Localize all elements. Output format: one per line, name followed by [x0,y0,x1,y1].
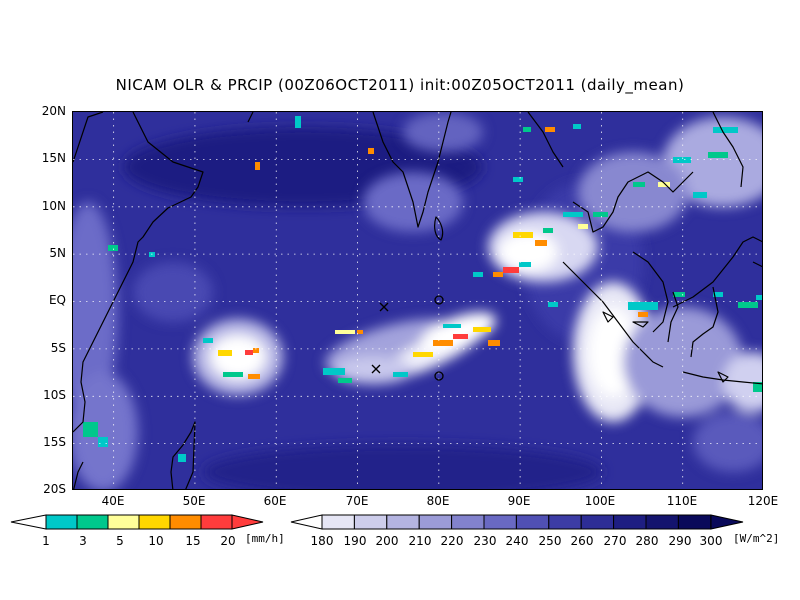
precip-swatch-5 [200,514,233,530]
olr-swatch-0 [321,514,355,530]
lon-label-120e: 120E [747,494,779,508]
map-panel [72,111,763,490]
olr-tick-180: 180 [310,534,334,548]
olr-tick-250: 250 [538,534,562,548]
olr-tick-280: 280 [635,534,659,548]
lat-label-15n: 15N [41,151,66,165]
olr-tick-190: 190 [343,534,367,548]
precip-tick-20: 20 [220,534,236,548]
lat-label-eq: EQ [48,293,66,307]
lat-label-5n: 5N [49,246,66,260]
olr-tick-300: 300 [699,534,723,548]
olr-tick-240: 240 [505,534,529,548]
precip-swatch-4 [169,514,202,530]
lon-label-50e: 50E [182,494,206,508]
precip-tick-10: 10 [148,534,164,548]
olr-swatch-2 [386,514,420,530]
precip-unit: [mm/h] [245,532,285,545]
olr-swatch-10 [645,514,679,530]
lat-label-5s: 5S [50,341,66,355]
olr-tick-260: 260 [570,534,594,548]
olr-unit: [W/m^2] [733,532,780,545]
circle-marker-north [434,295,444,305]
track-markers [371,295,444,381]
lat-label-10s: 10S [43,388,66,402]
lon-label-100e: 100E [584,494,616,508]
precip-cells [83,116,762,462]
coastlines [73,112,762,489]
precip-swatch-3 [138,514,171,530]
precip-swatch-0 [45,514,78,530]
olr-swatch-4 [451,514,485,530]
precip-under-arrow [10,514,47,530]
x-marker-south [371,364,381,374]
lon-label-110e: 110E [666,494,698,508]
precip-swatch-1 [76,514,109,530]
gridlines [73,112,762,489]
olr-tick-210: 210 [408,534,432,548]
olr-tick-200: 200 [375,534,399,548]
lon-label-90e: 90E [507,494,531,508]
olr-swatch-8 [580,514,615,530]
lon-label-80e: 80E [426,494,450,508]
lon-label-60e: 60E [263,494,287,508]
x-marker-north [379,302,389,312]
precip-tick-1: 1 [42,534,50,548]
circle-marker-south [434,371,444,381]
precip-swatch-2 [107,514,140,530]
precip-colorbar [10,514,264,530]
olr-tick-290: 290 [668,534,692,548]
olr-tick-220: 220 [440,534,464,548]
lat-label-10n: 10N [41,199,66,213]
lat-label-20n: 20N [41,104,66,118]
lon-label-40e: 40E [101,494,125,508]
precip-tick-3: 3 [79,534,87,548]
olr-swatch-6 [515,514,550,530]
olr-tick-270: 270 [603,534,627,548]
olr-swatch-5 [483,514,517,530]
lat-label-20s: 20S [43,482,66,496]
olr-over-arrow [710,514,744,530]
precip-tick-15: 15 [185,534,201,548]
olr-swatch-1 [353,514,388,530]
olr-colorbar [290,514,744,530]
olr-swatch-3 [418,514,453,530]
precip-tick-5: 5 [116,534,124,548]
lon-label-70e: 70E [345,494,369,508]
map-title: NICAM OLR & PRCIP (00Z06OCT2011) init:00… [115,76,685,94]
lat-label-15s: 15S [43,435,66,449]
olr-swatch-7 [548,514,582,530]
olr-swatch-11 [677,514,712,530]
olr-swatch-9 [613,514,647,530]
precip-over-arrow [231,514,264,530]
olr-under-arrow [290,514,323,530]
olr-tick-230: 230 [473,534,497,548]
